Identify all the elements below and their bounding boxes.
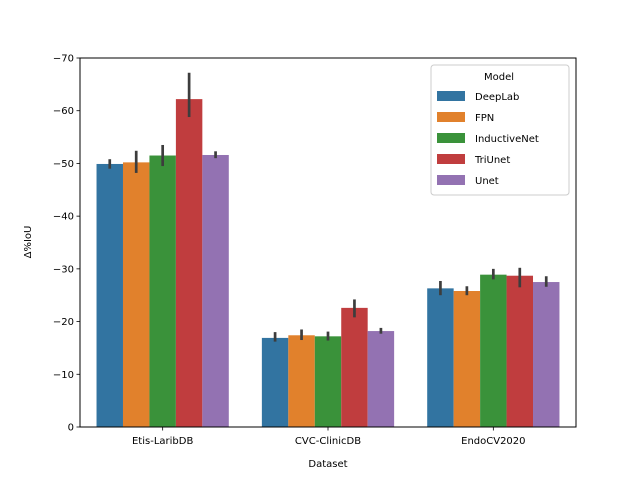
- x-tick-label: CVC-ClinicDB: [295, 436, 361, 447]
- y-tick-label: −70: [53, 54, 74, 65]
- legend-swatch-deeplab: [437, 91, 465, 101]
- bar-triunet-0: [175, 99, 203, 428]
- x-axis-label: Dataset: [308, 459, 347, 470]
- y-tick-label: 0: [68, 423, 74, 434]
- legend-label-deeplab: DeepLab: [475, 92, 519, 103]
- legend-swatch-triunet: [437, 154, 465, 164]
- bar-fpn-0: [122, 162, 150, 427]
- legend-swatch-inductivenet: [437, 133, 465, 143]
- bar-deeplab-2: [427, 288, 454, 427]
- bar-inductivenet-0: [149, 155, 176, 427]
- bar-fpn-1: [288, 335, 315, 427]
- bar-unet-0: [202, 154, 229, 428]
- legend-swatch-fpn: [437, 112, 465, 122]
- bars-layer: [96, 99, 560, 428]
- y-tick-label: −50: [53, 159, 74, 170]
- bar-inductivenet-1: [314, 336, 342, 427]
- x-tick-label: EndoCV2020: [461, 436, 525, 447]
- legend-swatch-unet: [437, 175, 465, 185]
- bar-unet-1: [367, 331, 395, 427]
- legend-label-inductivenet: InductiveNet: [475, 134, 539, 145]
- error-bars-layer: [108, 72, 548, 342]
- y-axis-label: Δ%IoU: [23, 226, 34, 259]
- legend-label-unet: Unet: [475, 176, 499, 187]
- y-tick-label: −30: [53, 264, 74, 275]
- y-tick-label: −40: [53, 212, 74, 223]
- y-tick-label: −10: [53, 370, 74, 381]
- y-axis: 0 −10 −20 −30 −40 −50 −60 −70: [53, 54, 80, 434]
- bar-unet-2: [533, 282, 560, 427]
- bar-deeplab-1: [261, 337, 289, 427]
- legend-box: [430, 64, 570, 196]
- bar-fpn-2: [453, 291, 481, 427]
- legend: Model DeepLab FPN InductiveNet TriUnet Unet: [430, 64, 570, 196]
- bar-triunet-2: [506, 275, 534, 427]
- x-axis: Etis-LaribDB CVC-ClinicDB EndoCV2020: [132, 427, 526, 447]
- legend-label-triunet: TriUnet: [474, 155, 510, 166]
- legend-title: Model: [484, 72, 514, 83]
- bar-inductivenet-2: [480, 274, 507, 427]
- x-tick-label: Etis-LaribDB: [132, 436, 193, 447]
- legend-label-fpn: FPN: [475, 113, 494, 124]
- bar-triunet-1: [341, 307, 368, 427]
- bar-deeplab-0: [96, 163, 123, 427]
- y-tick-label: −20: [53, 317, 74, 328]
- y-tick-label: −60: [53, 106, 74, 117]
